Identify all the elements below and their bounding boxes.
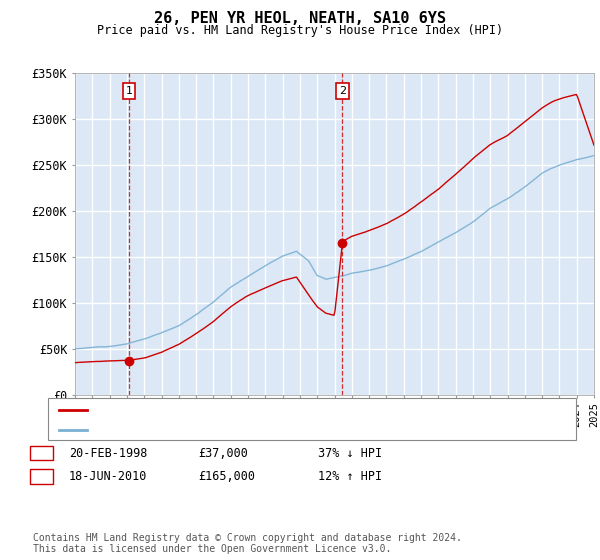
Text: 20-FEB-1998: 20-FEB-1998: [69, 446, 148, 460]
Text: 18-JUN-2010: 18-JUN-2010: [69, 470, 148, 483]
Text: 12% ↑ HPI: 12% ↑ HPI: [318, 470, 382, 483]
Text: 26, PEN YR HEOL, NEATH, SA10 6YS: 26, PEN YR HEOL, NEATH, SA10 6YS: [154, 11, 446, 26]
Text: £165,000: £165,000: [198, 470, 255, 483]
Text: £37,000: £37,000: [198, 446, 248, 460]
Text: 1: 1: [38, 446, 45, 460]
Text: 37% ↓ HPI: 37% ↓ HPI: [318, 446, 382, 460]
Text: 26, PEN YR HEOL, NEATH, SA10 6YS (detached house): 26, PEN YR HEOL, NEATH, SA10 6YS (detach…: [93, 405, 424, 415]
Text: 2: 2: [38, 470, 45, 483]
Text: 2: 2: [339, 86, 346, 96]
Text: Contains HM Land Registry data © Crown copyright and database right 2024.
This d: Contains HM Land Registry data © Crown c…: [33, 533, 462, 554]
Text: Price paid vs. HM Land Registry's House Price Index (HPI): Price paid vs. HM Land Registry's House …: [97, 24, 503, 36]
Text: 1: 1: [125, 86, 133, 96]
Text: HPI: Average price, detached house, Neath Port Talbot: HPI: Average price, detached house, Neat…: [93, 424, 451, 435]
